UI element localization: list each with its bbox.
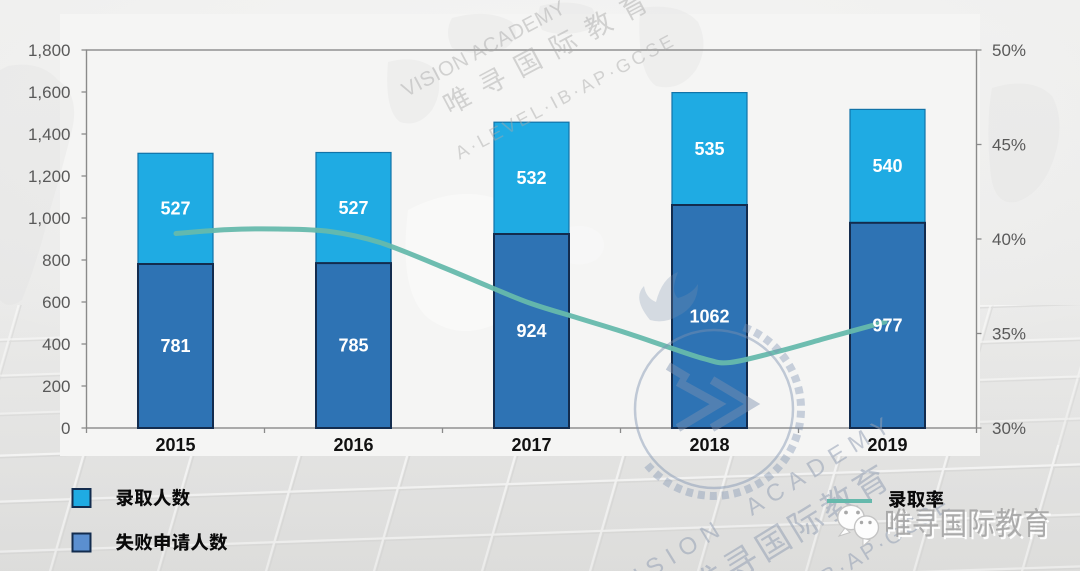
svg-text:1,000: 1,000 (28, 209, 71, 228)
svg-text:40%: 40% (992, 230, 1026, 249)
svg-text:2018: 2018 (689, 435, 729, 455)
svg-text:977: 977 (872, 315, 902, 335)
svg-text:30%: 30% (992, 419, 1026, 438)
svg-text:1,200: 1,200 (28, 167, 71, 186)
svg-text:200: 200 (42, 377, 70, 396)
svg-text:924: 924 (516, 321, 546, 341)
svg-text:0: 0 (61, 419, 70, 438)
svg-text:800: 800 (42, 251, 70, 270)
svg-text:527: 527 (160, 199, 190, 219)
svg-text:1062: 1062 (689, 307, 729, 327)
svg-text:785: 785 (338, 336, 368, 356)
svg-text:1,800: 1,800 (28, 41, 71, 60)
svg-text:527: 527 (338, 198, 368, 218)
svg-text:35%: 35% (992, 325, 1026, 344)
svg-text:781: 781 (160, 336, 190, 356)
svg-text:50%: 50% (992, 41, 1026, 60)
svg-text:1,600: 1,600 (28, 83, 71, 102)
svg-text:2019: 2019 (867, 435, 907, 455)
svg-text:2017: 2017 (511, 435, 551, 455)
svg-text:45%: 45% (992, 136, 1026, 155)
svg-text:532: 532 (516, 168, 546, 188)
svg-text:540: 540 (872, 156, 902, 176)
svg-text:400: 400 (42, 335, 70, 354)
svg-text:2015: 2015 (155, 435, 195, 455)
svg-text:600: 600 (42, 293, 70, 312)
svg-text:535: 535 (694, 139, 724, 159)
svg-text:2016: 2016 (333, 435, 373, 455)
svg-text:1,400: 1,400 (28, 125, 71, 144)
